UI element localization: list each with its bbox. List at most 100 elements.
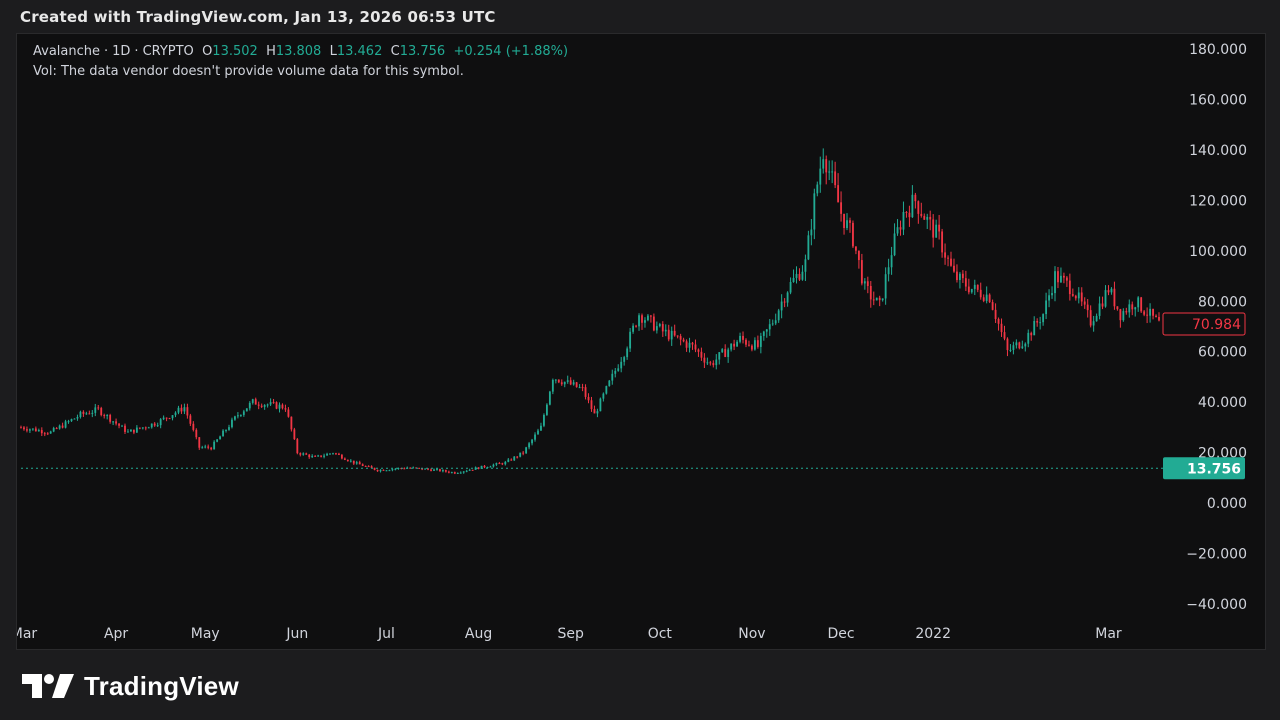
candle-body: [168, 418, 171, 420]
low-label: L: [329, 44, 337, 59]
candle-body: [433, 469, 435, 471]
candle-body: [231, 419, 233, 428]
candle-body: [1039, 322, 1042, 324]
candle-body: [881, 298, 884, 301]
candle-body: [875, 297, 878, 301]
candle-body: [189, 415, 192, 424]
candle-body: [1083, 301, 1086, 305]
candle-body: [774, 320, 777, 324]
symbol-name[interactable]: Avalanche: [33, 44, 100, 59]
candle-body: [572, 382, 575, 385]
candle-body: [204, 446, 207, 448]
candle-body: [807, 235, 810, 260]
x-tick-label: Sep: [557, 626, 584, 642]
candle-body: [507, 459, 510, 462]
candle-body: [551, 379, 554, 392]
candle-body: [216, 439, 219, 442]
candle-body: [673, 330, 676, 336]
candle-body: [299, 453, 302, 455]
candle-body: [269, 402, 272, 405]
candle-body: [171, 415, 174, 419]
candle-body: [1152, 308, 1154, 316]
chart-panel[interactable]: 180.000 160.000 140.000 120.000 100.000 80.00…: [16, 33, 1266, 650]
candle-body: [296, 439, 299, 454]
candle-body: [961, 273, 964, 279]
candle-body: [305, 453, 308, 455]
candle-body: [1104, 290, 1107, 307]
candle-body: [1030, 332, 1033, 336]
candle-body: [581, 387, 584, 389]
candle-body: [474, 467, 477, 470]
candle-body: [465, 470, 468, 472]
candle-body: [522, 452, 525, 454]
candle-body: [617, 368, 620, 371]
candle-body: [745, 339, 747, 345]
candle-body: [144, 427, 147, 429]
candle-body: [557, 379, 560, 383]
candle-body: [578, 387, 581, 389]
candle-body: [566, 380, 569, 382]
candle-body: [694, 344, 697, 350]
candle-body: [756, 340, 759, 347]
candle-body: [762, 331, 765, 336]
candle-body: [768, 324, 771, 330]
tradingview-logo[interactable]: TradingView: [22, 670, 239, 702]
candle-body: [1060, 275, 1062, 283]
candle-body: [201, 447, 204, 449]
candle-body: [281, 404, 284, 409]
candle-body: [629, 331, 632, 349]
candle-body: [525, 447, 528, 454]
candle-body: [947, 257, 949, 259]
candle-body: [917, 201, 920, 214]
candle-body: [1089, 310, 1092, 326]
candle-body: [742, 335, 744, 340]
candle-body: [652, 316, 655, 331]
candle-body: [311, 455, 314, 458]
x-tick-label: Mar: [1095, 626, 1122, 642]
candle-body: [468, 469, 471, 471]
candle-body: [661, 324, 664, 332]
candle-body: [929, 216, 932, 220]
candle-body: [575, 382, 578, 388]
candle-body: [979, 289, 982, 298]
candle-body: [789, 282, 792, 293]
x-tick-label: Dec: [828, 626, 855, 642]
candles-layer: [20, 148, 1160, 475]
candle-body: [664, 329, 667, 332]
candle-body: [765, 329, 768, 332]
candle-body: [783, 301, 786, 303]
candle-body: [326, 453, 328, 456]
price-axis: 180.000 160.000 140.000 120.000 100.000 80.00…: [1186, 42, 1247, 613]
candle-body: [887, 267, 890, 275]
candle-body: [1027, 332, 1030, 344]
candle-body: [79, 411, 82, 418]
candle-body: [593, 409, 596, 414]
candle-body: [1062, 275, 1065, 278]
candle-body: [896, 227, 899, 234]
candle-body: [1015, 342, 1018, 346]
candle-body: [715, 359, 718, 366]
candle-body: [730, 343, 733, 350]
candle-body: [308, 454, 311, 458]
candle-body: [427, 468, 429, 470]
candle-body: [1110, 288, 1113, 293]
time-axis: Mar Apr May Jun Jul Aug Sep Oct Nov Dec 2022 Mar: [17, 626, 1122, 642]
candle-body: [486, 467, 489, 469]
candle-body: [245, 408, 248, 412]
candle-body: [795, 273, 798, 278]
price-chart[interactable]: 180.000 160.000 140.000 120.000 100.000 80.00…: [17, 34, 1265, 649]
candle-body: [1054, 271, 1056, 294]
candle-body: [623, 357, 626, 362]
candle-body: [251, 399, 254, 403]
candle-body: [34, 428, 37, 432]
candle-body: [1146, 314, 1149, 316]
x-tick-label: Apr: [104, 626, 128, 642]
candle-body: [1149, 308, 1152, 316]
candle-body: [798, 273, 801, 280]
candle-body: [911, 194, 914, 218]
candle-body: [1122, 311, 1125, 321]
candle-body: [174, 412, 177, 416]
candle-body: [1018, 342, 1021, 349]
candle-body: [819, 168, 822, 185]
candle-body: [792, 277, 795, 282]
